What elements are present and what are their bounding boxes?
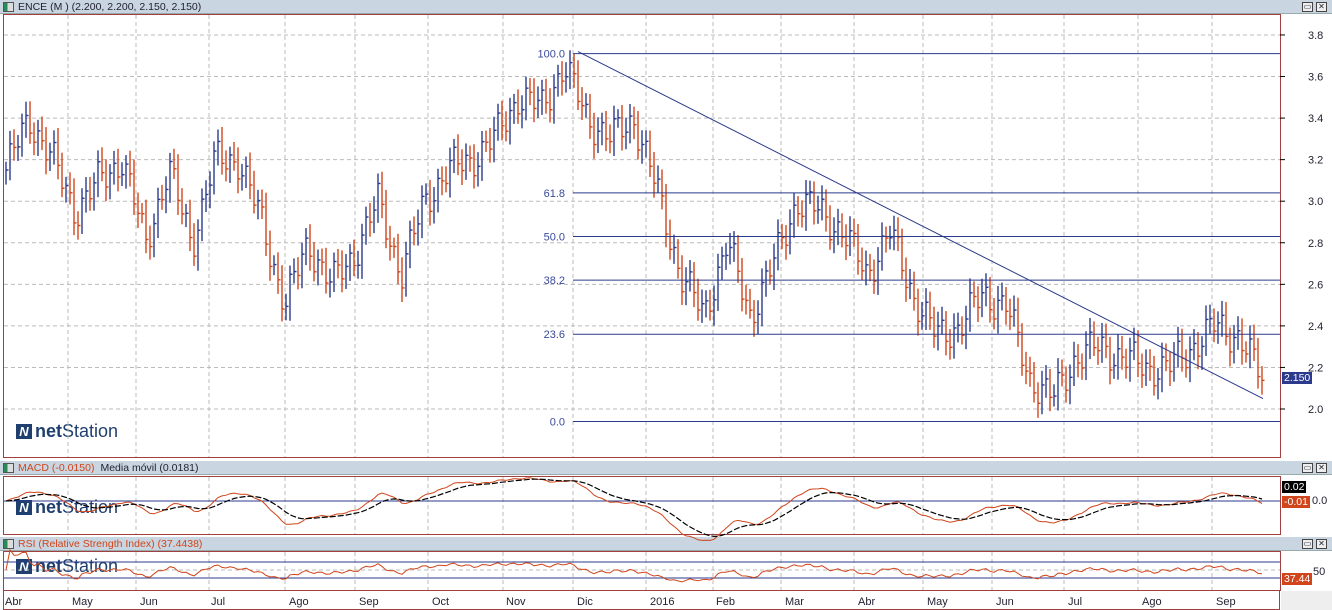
restore-button[interactable]: ▭ xyxy=(1302,539,1313,549)
macd-header: MACD (-0.0150) Media móvil (0.0181) ▭ ✕ xyxy=(0,461,1332,475)
x-tick-label: May xyxy=(72,596,93,608)
fibonacci-label: 23.6 xyxy=(544,329,565,341)
rsi-scale[interactable] xyxy=(1280,551,1332,591)
fibonacci-label: 100.0 xyxy=(537,49,565,61)
rsi-chart-area[interactable] xyxy=(3,551,1280,591)
y-tick-label: 2.2 xyxy=(1308,362,1323,374)
rsi-line xyxy=(5,548,1263,583)
last-price-tag: 2.150 xyxy=(1282,372,1313,384)
fibonacci-label: 50.0 xyxy=(544,232,565,244)
trendline xyxy=(577,51,1264,400)
x-tick-label: Mar xyxy=(785,596,804,608)
y-tick-label: 2.8 xyxy=(1308,238,1323,250)
x-tick-label: Jul xyxy=(211,596,225,608)
chart-icon xyxy=(3,1,14,12)
macd-line xyxy=(5,477,1263,541)
price-chart-area[interactable] xyxy=(3,14,1280,458)
macd-zero-label: 0.0 xyxy=(1312,495,1328,507)
y-tick-label: 3.0 xyxy=(1308,196,1323,208)
x-tick-label: Ago xyxy=(1142,596,1162,608)
axis-corner xyxy=(1281,591,1332,610)
y-tick-label: 2.4 xyxy=(1308,321,1323,333)
price-scale[interactable] xyxy=(1280,14,1332,458)
restore-button[interactable]: ▭ xyxy=(1302,463,1313,473)
x-tick-label: Abr xyxy=(5,596,22,608)
y-tick-label: 3.2 xyxy=(1308,155,1323,167)
y-tick-label: 2.0 xyxy=(1308,404,1323,416)
chart-icon xyxy=(3,538,14,549)
x-tick-label: Jun xyxy=(996,596,1014,608)
y-tick-label: 3.8 xyxy=(1308,30,1323,42)
close-button[interactable]: ✕ xyxy=(1316,463,1327,473)
x-tick-label: Ago xyxy=(289,596,309,608)
rsi-title: RSI (Relative Strength Index) (37.4438) xyxy=(18,537,203,550)
macd-scale[interactable] xyxy=(1280,476,1332,535)
fibonacci-label: 0.0 xyxy=(550,416,565,428)
x-tick-label: Feb xyxy=(716,596,735,608)
fibonacci-label: 38.2 xyxy=(544,275,565,287)
x-tick-label: Dic xyxy=(577,596,593,608)
fibonacci-label: 61.8 xyxy=(544,188,565,200)
close-button[interactable]: ✕ xyxy=(1316,2,1327,12)
main-chart-title: ENCE (M ) (2.200, 2.200, 2.150, 2.150) xyxy=(18,0,202,13)
x-tick-label: Oct xyxy=(432,596,449,608)
x-tick-label: Nov xyxy=(506,596,526,608)
macd-value-tag: -0.01 xyxy=(1282,496,1310,508)
y-tick-label: 2.6 xyxy=(1308,279,1323,291)
macd-signal-line xyxy=(5,478,1263,538)
macd-signal-title: Media móvil (0.0181) xyxy=(100,461,199,474)
y-tick-label: 3.6 xyxy=(1308,72,1323,84)
x-tick-label: Jun xyxy=(140,596,158,608)
rsi-header: RSI (Relative Strength Index) (37.4438) … xyxy=(0,537,1332,551)
x-tick-label: Sep xyxy=(359,596,379,608)
x-tick-label: Sep xyxy=(1216,596,1236,608)
x-tick-label: Jul xyxy=(1068,596,1082,608)
rsi-level-label: 50 xyxy=(1313,566,1326,578)
macd-chart-area[interactable] xyxy=(3,476,1280,535)
close-button[interactable]: ✕ xyxy=(1316,539,1327,549)
y-tick-label: 3.4 xyxy=(1308,113,1323,125)
macd-signal-value-tag: 0.02 xyxy=(1282,481,1307,493)
chart-icon xyxy=(3,462,14,473)
restore-button[interactable]: ▭ xyxy=(1302,2,1313,12)
x-tick-label: Abr xyxy=(858,596,875,608)
x-tick-label: 2016 xyxy=(650,596,674,608)
rsi-value-tag: 37.44 xyxy=(1282,573,1313,585)
x-tick-label: May xyxy=(927,596,948,608)
main-chart-header: ENCE (M ) (2.200, 2.200, 2.150, 2.150) ▭… xyxy=(0,0,1332,14)
macd-title: MACD (-0.0150) xyxy=(18,461,95,474)
